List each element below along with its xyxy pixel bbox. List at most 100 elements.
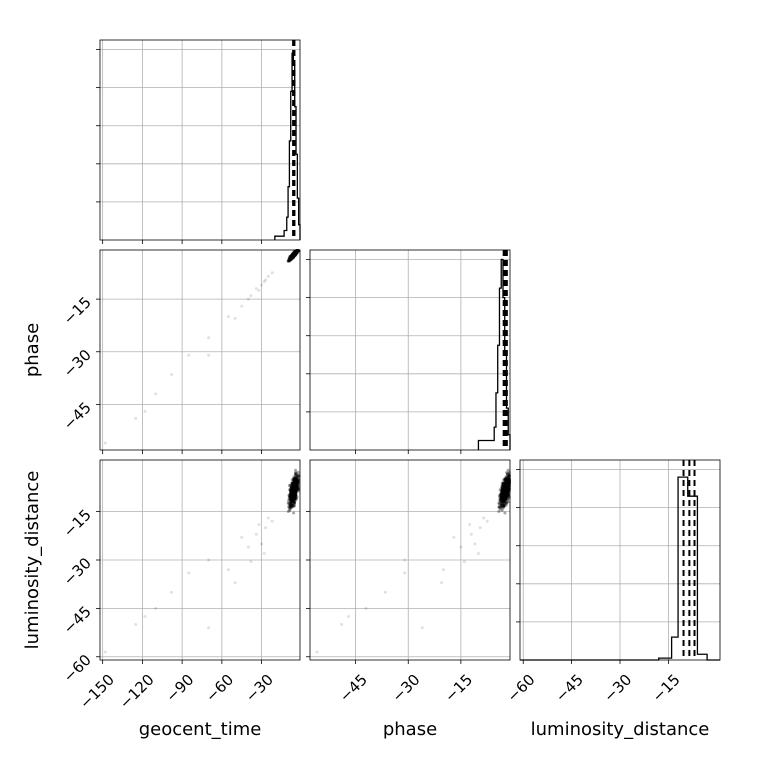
sample-point xyxy=(292,482,296,486)
sample-point xyxy=(291,496,295,500)
sample-point xyxy=(291,484,295,488)
sample-point xyxy=(289,256,293,260)
sample-point xyxy=(293,252,297,256)
sample-point xyxy=(292,482,296,486)
sample-point xyxy=(294,483,298,487)
sample-point xyxy=(294,477,298,481)
sample-point xyxy=(290,253,294,257)
y-tick-label: −15 xyxy=(60,506,95,541)
sample-point xyxy=(293,487,297,491)
sample-point xyxy=(294,250,298,254)
sample-point xyxy=(292,252,296,256)
sample-point xyxy=(291,490,295,494)
sample-point xyxy=(293,477,297,481)
sample-point xyxy=(290,254,294,258)
sample-point xyxy=(291,490,295,494)
sample-point xyxy=(293,251,297,255)
sample-point xyxy=(293,476,297,480)
sample-point xyxy=(290,485,294,489)
sample-point xyxy=(292,254,295,258)
sample-point xyxy=(290,492,294,496)
sample-point xyxy=(288,257,292,261)
sample-point xyxy=(293,488,297,492)
sample-point xyxy=(287,497,291,501)
sample-point xyxy=(294,473,298,477)
sample-point xyxy=(292,251,296,255)
sample-point xyxy=(292,482,296,486)
sample-point xyxy=(262,280,266,284)
sample-point xyxy=(290,254,294,258)
sample-point xyxy=(294,250,298,254)
sample-point xyxy=(266,274,270,278)
sample-point xyxy=(293,489,297,493)
sample-point xyxy=(293,250,297,254)
sample-point xyxy=(134,416,138,420)
sample-point xyxy=(294,251,298,255)
sample-point xyxy=(293,251,297,255)
sample-point xyxy=(293,490,297,494)
sample-point xyxy=(292,479,296,483)
sample-point xyxy=(294,252,298,256)
sample-point xyxy=(291,493,295,497)
sample-point xyxy=(292,252,296,256)
sample-point xyxy=(293,252,297,256)
sample-point xyxy=(289,255,293,259)
sample-point xyxy=(291,495,295,499)
sample-point xyxy=(290,256,294,260)
sample-point xyxy=(292,490,296,494)
sample-point xyxy=(292,252,296,256)
sample-point xyxy=(292,492,296,496)
sample-point xyxy=(293,250,297,254)
sample-point xyxy=(293,250,297,254)
sample-point xyxy=(294,488,298,492)
sample-point xyxy=(187,571,191,575)
panel-geocent-time-vs-luminosity-distance: −150−120 −90 −60 −30−60−45−30−15 xyxy=(60,459,301,712)
sample-point xyxy=(293,487,297,491)
sample-point xyxy=(292,253,296,257)
sample-point xyxy=(290,481,294,485)
sample-point xyxy=(290,254,294,258)
sample-point xyxy=(293,252,297,256)
sample-point xyxy=(291,253,295,257)
sample-point xyxy=(294,251,298,255)
sample-point xyxy=(291,253,295,257)
sample-point xyxy=(291,254,295,258)
x-axis-label-luminosity-distance: luminosity_distance xyxy=(531,719,710,740)
sample-point xyxy=(291,254,295,258)
sample-point xyxy=(293,250,297,254)
sample-point xyxy=(292,494,296,498)
sample-point xyxy=(289,494,293,498)
sample-point xyxy=(290,254,294,258)
sample-point xyxy=(291,254,294,258)
sample-point xyxy=(293,493,297,497)
sample-point xyxy=(293,252,297,256)
sample-point xyxy=(476,552,480,556)
sample-point xyxy=(462,560,466,564)
sample-point xyxy=(293,479,297,483)
sample-point xyxy=(291,494,295,498)
sample-point xyxy=(292,491,296,495)
sample-point xyxy=(293,252,297,256)
sample-point xyxy=(294,488,298,492)
sample-point xyxy=(293,484,297,488)
sample-point xyxy=(294,482,298,486)
sample-point xyxy=(290,254,294,258)
sample-point xyxy=(292,482,296,486)
sample-point xyxy=(293,250,297,254)
sample-point xyxy=(290,254,294,258)
sample-point xyxy=(290,487,294,491)
sample-point xyxy=(289,492,293,496)
sample-point xyxy=(289,502,293,506)
sample-point xyxy=(290,254,294,258)
sample-point xyxy=(291,496,295,500)
sample-point xyxy=(293,251,297,255)
sample-point xyxy=(288,256,292,260)
sample-point xyxy=(291,255,295,259)
sample-point xyxy=(293,251,297,255)
sample-point xyxy=(291,254,295,258)
sample-point xyxy=(293,484,297,488)
sample-point xyxy=(290,500,294,504)
sample-point xyxy=(294,471,298,475)
sample-point xyxy=(289,257,293,261)
sample-point xyxy=(291,493,295,497)
